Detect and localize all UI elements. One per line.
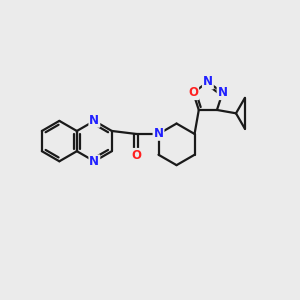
- Text: N: N: [218, 86, 228, 99]
- Text: N: N: [89, 155, 99, 168]
- Text: N: N: [154, 127, 164, 140]
- Text: N: N: [89, 114, 99, 127]
- Text: O: O: [188, 86, 198, 99]
- Text: O: O: [131, 149, 141, 162]
- Text: N: N: [203, 76, 213, 88]
